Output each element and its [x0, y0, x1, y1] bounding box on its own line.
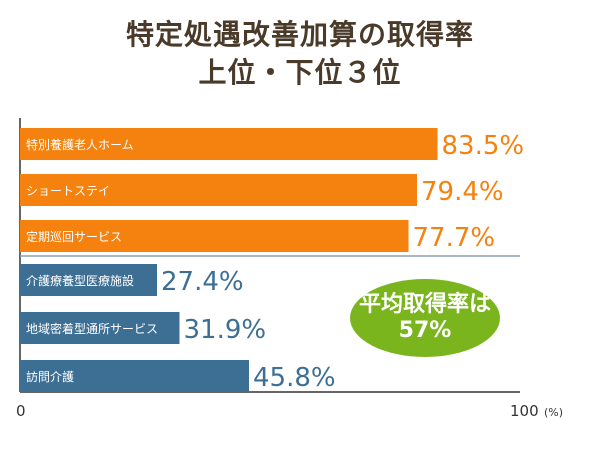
average-badge: 平均取得率は 57% [350, 279, 500, 357]
value-label-4: 27.4% [161, 267, 244, 297]
bar-6 [20, 360, 249, 392]
chart-title-line2: 上位・下位３位 [198, 56, 402, 89]
category-label-2: ショートステイ [26, 184, 110, 198]
bar-3 [20, 220, 409, 252]
chart-title-line1: 特定処遇改善加算の取得率 [125, 18, 474, 51]
value-label-6: 45.8% [253, 363, 336, 393]
category-label-3: 定期巡回サービス [26, 229, 122, 244]
value-label-2: 79.4% [421, 177, 504, 207]
bar-2 [20, 174, 417, 206]
x-unit-label: (%) [544, 406, 563, 419]
value-label-5: 31.9% [184, 315, 267, 345]
value-label-1: 83.5% [442, 131, 525, 161]
category-label-1: 特別養護老人ホーム [26, 137, 134, 152]
bar-4 [20, 264, 157, 296]
value-label-3: 77.7% [413, 223, 496, 253]
category-label-6: 訪問介護 [26, 369, 74, 384]
average-badge-line1: 平均取得率は [358, 292, 491, 317]
category-label-4: 介護療養型医療施設 [26, 273, 134, 288]
x-tick-label-100: 100 [510, 402, 539, 420]
x-tick-label-0: 0 [16, 402, 26, 420]
bar-5 [20, 312, 180, 344]
bar-1 [20, 128, 438, 160]
average-badge-line2: 57% [398, 318, 452, 343]
category-label-5: 地域密着型通所サービス [26, 321, 158, 336]
